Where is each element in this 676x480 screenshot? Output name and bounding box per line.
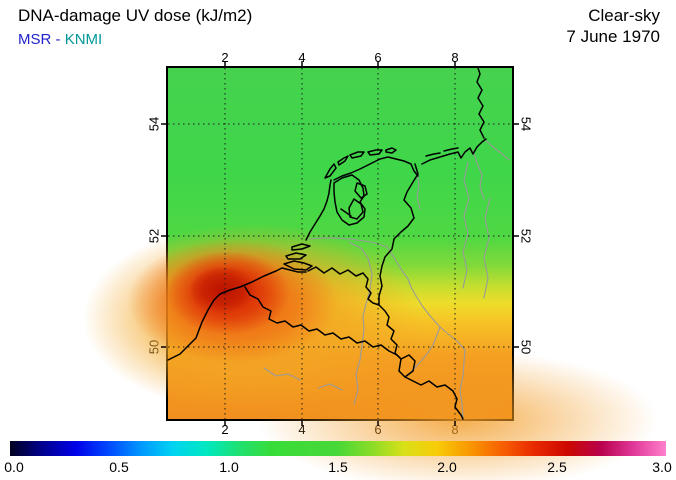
condition-label: Clear-sky (588, 6, 660, 25)
colorbar-label-0: 0.0 (4, 459, 24, 475)
source-separator: - (51, 31, 65, 48)
lat-tick-right-1: 54 (518, 116, 534, 132)
lat-tick-right-3: 50 (518, 339, 534, 355)
colorbar-label-4: 2.0 (437, 459, 457, 475)
colorbar-label-1: 0.5 (109, 459, 129, 475)
colorbar-label-5: 2.5 (547, 459, 567, 475)
colorbar-label-2: 1.0 (219, 459, 239, 475)
national-borders (244, 163, 464, 420)
colorbar-label-3: 1.5 (328, 459, 348, 475)
uv-field (83, 68, 658, 480)
lon-tick-top-4: 8 (451, 50, 459, 65)
lon-tick-top-1: 2 (221, 50, 229, 65)
page-title: DNA-damage UV dose (kJ/m2) (18, 6, 253, 25)
rivers (263, 139, 510, 420)
map-svg (83, 61, 658, 480)
coastline (167, 67, 487, 361)
source-knmi: KNMI (64, 31, 103, 48)
colorbar (10, 441, 666, 456)
lon-tick-bottom-1: 2 (221, 422, 229, 437)
date-label: 7 June 1970 (566, 27, 660, 46)
lon-tick-top-3: 6 (374, 50, 382, 65)
colorbar-label-6: 3.0 (652, 459, 672, 475)
map-panel (83, 61, 658, 480)
lat-tick-left-1: 54 (146, 116, 162, 132)
lon-tick-top-2: 4 (298, 50, 306, 65)
source-msr: MSR (18, 31, 52, 48)
lat-tick-right-2: 52 (518, 228, 534, 244)
source-label: MSR - KNMI (18, 31, 102, 48)
frame-ticks (161, 61, 519, 426)
